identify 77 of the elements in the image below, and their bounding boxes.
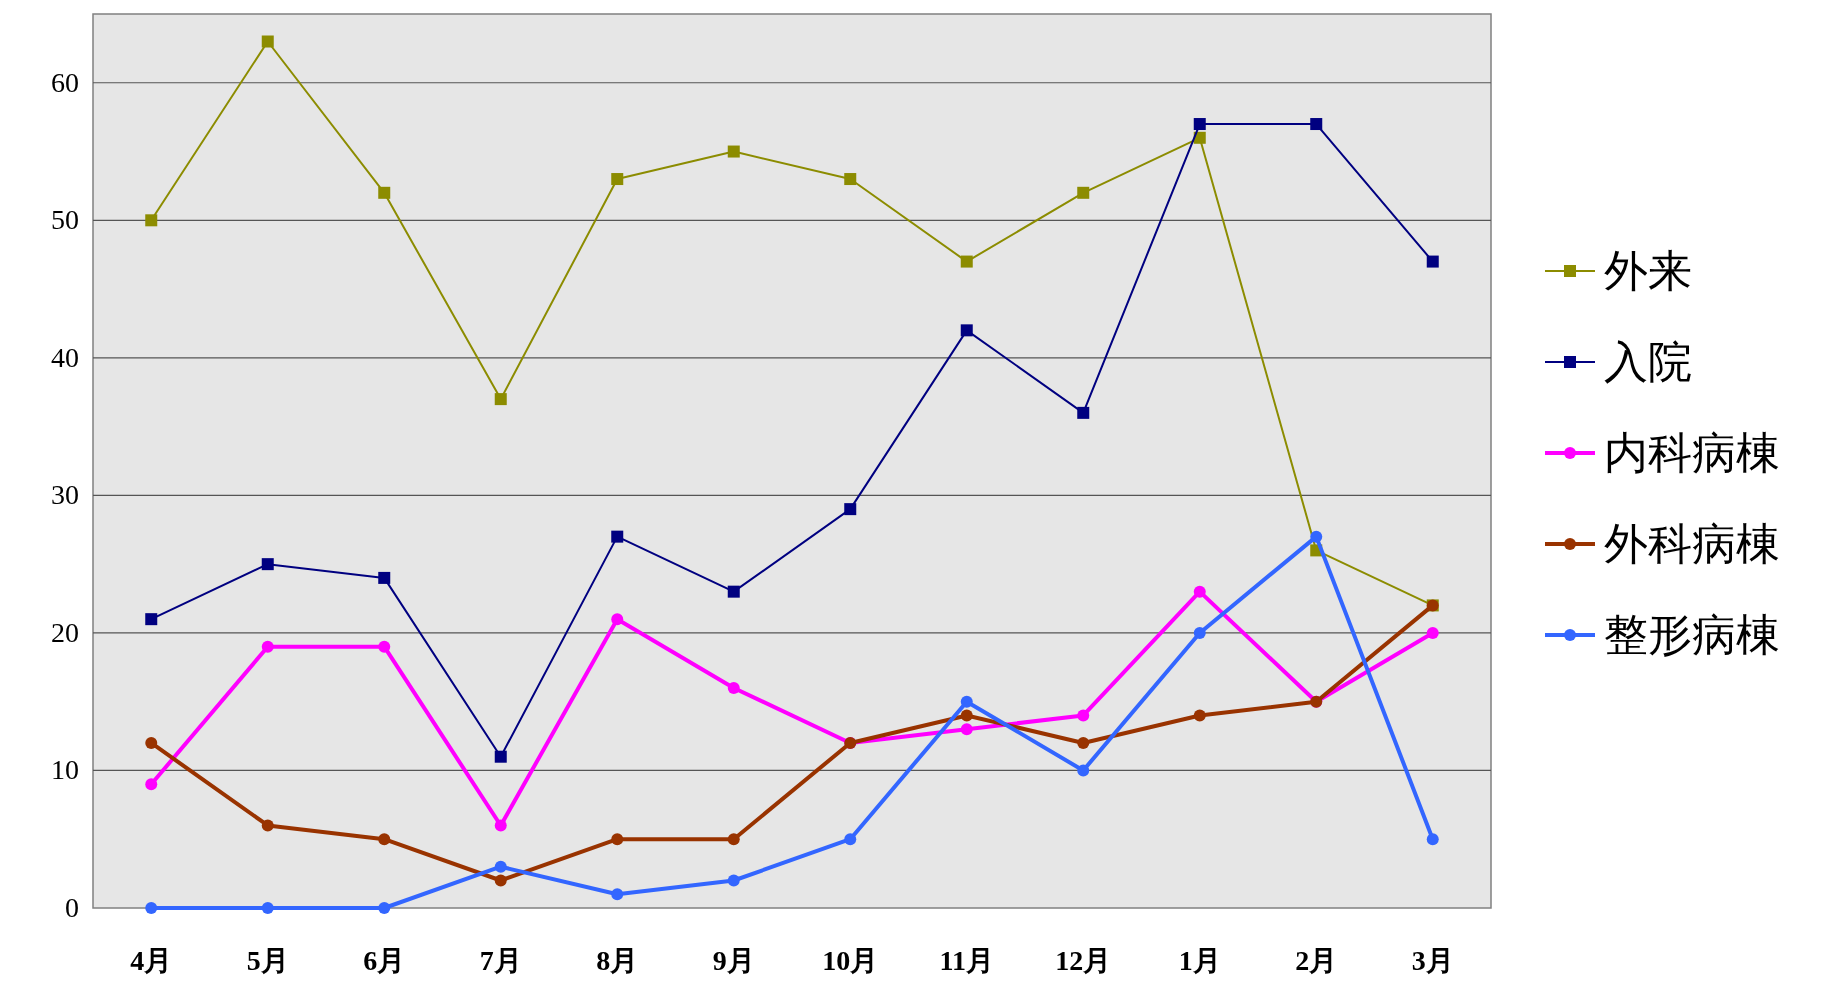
point xyxy=(1077,186,1090,199)
x-tick-label: 3月 xyxy=(1411,945,1454,976)
x-tick-label: 4月 xyxy=(130,945,173,976)
point xyxy=(611,833,624,846)
point xyxy=(727,681,740,694)
point xyxy=(145,613,158,626)
point xyxy=(844,503,857,516)
legend-label: 整形病棟 xyxy=(1604,611,1780,660)
y-tick-label: 10 xyxy=(51,754,79,786)
point xyxy=(727,145,740,158)
point xyxy=(261,35,274,48)
point xyxy=(611,530,624,543)
point xyxy=(494,860,507,873)
point xyxy=(960,723,973,736)
point xyxy=(960,324,973,337)
point xyxy=(145,902,158,914)
legend-label: 外来 xyxy=(1604,247,1692,296)
point xyxy=(1077,736,1090,749)
point xyxy=(844,833,857,846)
point xyxy=(727,585,740,598)
point xyxy=(960,709,973,722)
x-tick-label: 12月 xyxy=(1055,945,1112,976)
y-tick-label: 30 xyxy=(51,479,79,511)
point xyxy=(1193,709,1206,722)
point xyxy=(960,695,973,708)
point xyxy=(494,874,507,887)
x-tick-label: 7月 xyxy=(479,945,522,976)
legend-label: 内科病棟 xyxy=(1604,429,1780,478)
point xyxy=(261,558,274,571)
point xyxy=(1077,709,1090,722)
point xyxy=(145,214,158,227)
point xyxy=(378,902,391,914)
point xyxy=(1426,626,1439,639)
point xyxy=(611,888,624,901)
point xyxy=(1077,764,1090,777)
point xyxy=(494,750,507,763)
x-tick-label: 6月 xyxy=(363,945,406,976)
point xyxy=(727,833,740,846)
point xyxy=(261,640,274,653)
point xyxy=(145,778,158,791)
point xyxy=(261,819,274,832)
legend-label: 外科病棟 xyxy=(1604,520,1780,569)
y-tick-label: 50 xyxy=(51,204,79,236)
point xyxy=(378,186,391,199)
point xyxy=(378,571,391,584)
point xyxy=(378,833,391,846)
point xyxy=(261,902,274,914)
y-tick-label: 20 xyxy=(51,616,79,648)
x-tick-label: 1月 xyxy=(1178,945,1221,976)
point xyxy=(1193,131,1206,144)
point xyxy=(1426,255,1439,268)
point xyxy=(611,173,624,186)
point xyxy=(1193,118,1206,131)
y-tick-label: 0 xyxy=(65,892,79,923)
point xyxy=(844,173,857,186)
point xyxy=(960,255,973,268)
point xyxy=(1310,118,1323,131)
legend-label: 入院 xyxy=(1604,338,1692,387)
point xyxy=(1193,585,1206,598)
x-tick-label: 10月 xyxy=(822,945,879,976)
y-tick-label: 60 xyxy=(51,66,79,98)
point xyxy=(727,874,740,887)
point xyxy=(494,819,507,832)
point xyxy=(611,613,624,626)
point xyxy=(378,640,391,653)
point xyxy=(1310,530,1323,543)
point xyxy=(1426,833,1439,846)
y-tick-label: 40 xyxy=(51,341,79,373)
x-tick-label: 9月 xyxy=(712,945,755,976)
point xyxy=(145,736,158,749)
x-tick-label: 11月 xyxy=(939,945,994,976)
x-tick-label: 8月 xyxy=(596,945,639,976)
x-tick-label: 5月 xyxy=(246,945,289,976)
point xyxy=(494,393,507,406)
point xyxy=(1077,406,1090,419)
x-tick-label: 2月 xyxy=(1295,945,1338,976)
point xyxy=(1193,626,1206,639)
